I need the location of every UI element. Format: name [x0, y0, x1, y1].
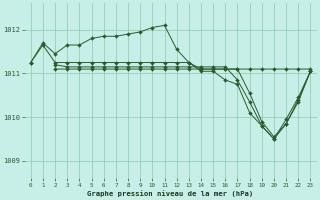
- X-axis label: Graphe pression niveau de la mer (hPa): Graphe pression niveau de la mer (hPa): [87, 190, 254, 197]
